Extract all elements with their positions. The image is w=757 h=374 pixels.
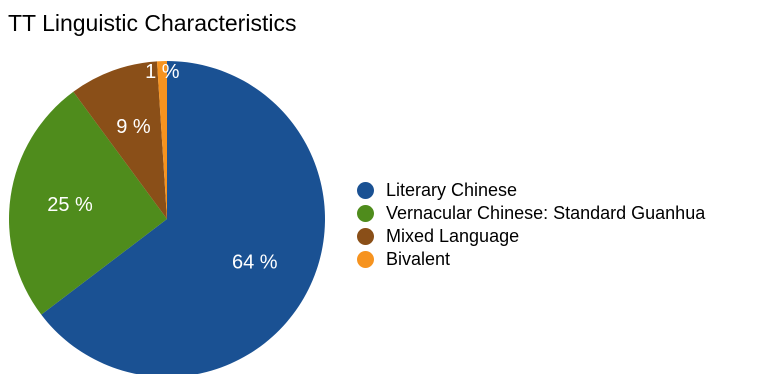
pie-slice-vernacular-chinese-standard-guanhua (8, 91, 167, 315)
data-label-mixed-language: 9 % (116, 116, 151, 138)
data-label-bivalent: 1 % (145, 61, 180, 83)
chart-title: TT Linguistic Characteristics (8, 10, 297, 36)
legend-swatch (357, 228, 374, 245)
legend-swatch (357, 205, 374, 222)
legend-swatch (357, 182, 374, 199)
pie-slice-mixed-language (73, 61, 167, 220)
data-label-vernacular-chinese-standard-guanhua: 25 % (47, 194, 93, 216)
legend-label: Vernacular Chinese: Standard Guanhua (386, 203, 706, 223)
legend-label: Literary Chinese (386, 180, 518, 200)
legend-label: Bivalent (386, 249, 451, 269)
pie-slice-bivalent (156, 61, 167, 219)
data-label-literary-chinese: 64 % (232, 252, 278, 274)
legend-swatch (357, 251, 374, 268)
legend-item-literary-chinese: Literary Chinese (357, 179, 705, 202)
legend-item-bivalent: Bivalent (357, 248, 705, 271)
pie-slice-literary-chinese (41, 61, 326, 374)
legend-item-mixed-language: Mixed Language (357, 225, 705, 248)
legend-label: Mixed Language (386, 226, 520, 246)
chart-legend: Literary Chinese Vernacular Chinese: Stan… (357, 179, 705, 271)
legend-item-vernacular-chinese-standard-guanhua: Vernacular Chinese: Standard Guanhua (357, 202, 705, 225)
